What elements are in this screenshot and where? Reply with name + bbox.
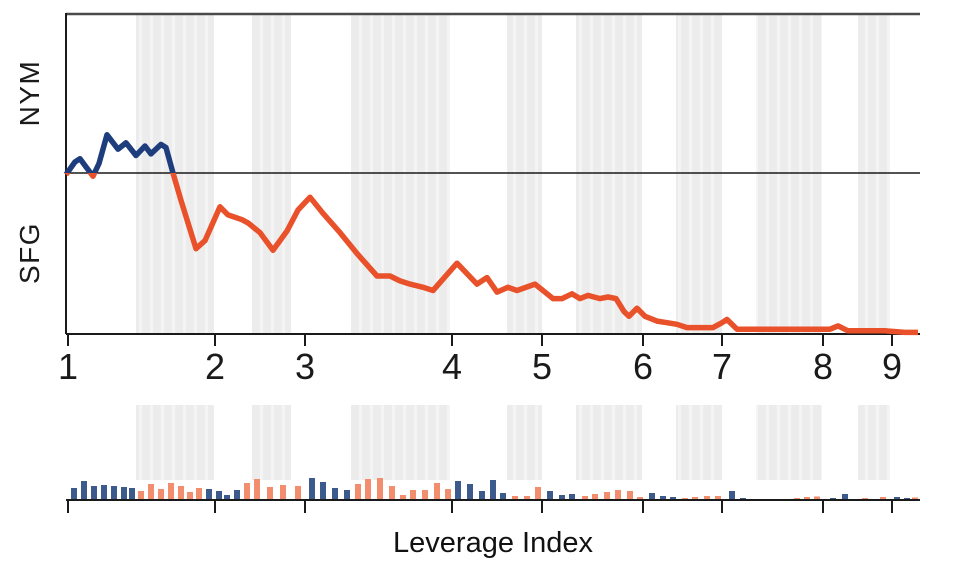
leverage-bar-nym [455,481,461,499]
leverage-bar-sfg [637,497,643,499]
leverage-bar-sfg [682,498,688,499]
leverage-bar-sfg [445,489,451,499]
leverage-bar-nym [729,491,735,499]
leverage-bar-sfg [434,483,440,499]
leverage-bar-sfg [794,498,800,499]
leverage-bar-sfg [524,496,530,499]
leverage-bar-nym [234,490,240,499]
leverage-bar-sfg [267,487,273,499]
leverage-bar-nym [649,493,655,499]
leverage-bar-nym [660,496,666,499]
leverage-bar-nym [569,494,575,499]
x-tick-label-2: 2 [204,346,226,387]
leverage-bar-sfg [244,483,250,499]
leverage-bar-nym [309,478,315,499]
leverage-bar-sfg [254,479,260,499]
leverage-bar-sfg [295,486,301,499]
leverage-bar-sfg [400,495,406,499]
leverage-bar-sfg [715,496,721,499]
leverage-bar-nym [842,494,848,499]
x-tick-label-8: 8 [812,346,834,387]
x-tick-label-3: 3 [294,346,316,387]
leverage-bar-nym [91,486,97,499]
win-probability-line-sfg [63,173,918,336]
leverage-bar-sfg [148,484,154,499]
leverage-bar-nym [559,495,565,499]
leverage-bar-sfg [377,478,383,499]
leverage-bar-sfg [804,497,810,499]
leverage-bar-nym [467,484,473,499]
leverage-bar-sfg [604,492,610,499]
x-tick-label-5: 5 [531,346,553,387]
leverage-bar-sfg [704,496,710,499]
leverage-bar-sfg [158,489,164,499]
leverage-bar-nym [224,495,230,499]
leverage-bar-sfg [615,490,621,499]
leverage-bar-nym [71,488,77,499]
x-tick-label-7: 7 [711,346,733,387]
leverage-bar-sfg [880,497,886,499]
leverage-bar-nym [344,490,350,499]
x-axis-title: Leverage Index [393,527,593,559]
leverage-bar-sfg [692,497,698,499]
x-tick-label-4: 4 [441,346,463,387]
win-probability-line-nym [63,132,176,173]
leverage-bar-nym [129,488,135,499]
leverage-bar-nym [320,482,326,499]
leverage-bar-nym [206,489,212,499]
leverage-bar-sfg [187,492,193,499]
leverage-bar-sfg [168,483,174,499]
shaded-inning-bands [136,15,890,480]
leverage-bar-nym [500,493,506,499]
leverage-bar-sfg [862,498,868,499]
leverage-bar-nym [479,491,485,499]
leverage-bar-sfg [512,496,518,499]
leverage-bar-sfg [410,490,416,499]
x-tick-label-6: 6 [632,346,654,387]
leverage-bar-nym [101,485,107,499]
leverage-bar-sfg [355,484,361,499]
x-tick-label-1: 1 [57,346,79,387]
leverage-bar-nym [216,491,222,499]
leverage-bars [71,478,918,499]
leverage-bar-nym [830,498,836,499]
leverage-bar-nym [670,497,676,499]
leverage-bar-nym [121,487,127,499]
leverage-bar-sfg [138,491,144,499]
leverage-bar-sfg [365,479,371,499]
leverage-bar-nym [332,488,338,499]
leverage-bar-sfg [422,490,428,499]
leverage-bar-sfg [592,494,598,499]
leverage-bar-sfg [178,486,184,499]
leverage-bar-nym [490,480,496,499]
leverage-bar-sfg [814,496,820,499]
x-tick-label-9: 9 [881,346,903,387]
leverage-bar-nym [111,486,117,499]
plot-frame [65,12,920,513]
leverage-bar-nym [81,481,87,499]
leverage-bar-sfg [535,487,541,499]
leverage-bar-nym [547,491,553,499]
leverage-bar-sfg [196,488,202,499]
leverage-bar-sfg [280,485,286,499]
leverage-bar-nym [904,498,910,499]
leverage-bar-nym [894,497,900,499]
leverage-bar-sfg [582,496,588,499]
leverage-bar-nym [740,498,746,499]
leverage-bar-sfg [912,497,918,499]
leverage-bar-sfg [389,486,395,499]
leverage-bar-sfg [627,491,633,499]
